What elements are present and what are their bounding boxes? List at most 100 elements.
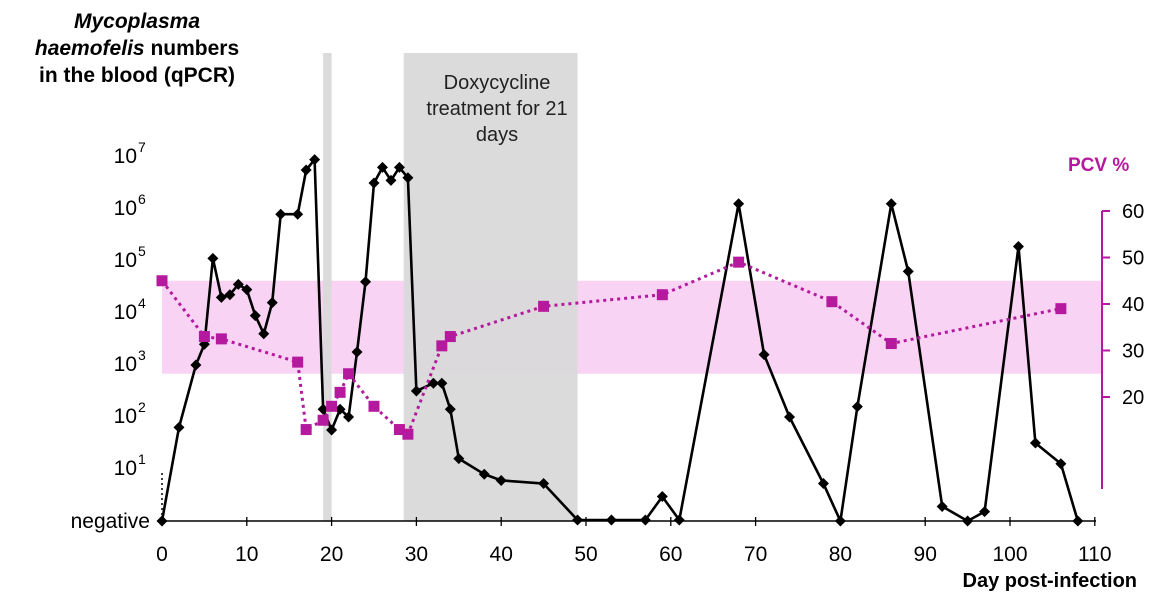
qpcr-point — [1012, 240, 1024, 252]
x-axis-title: Day post-infection — [962, 570, 1137, 592]
y-title-line-3: in the blood (qPCR) — [39, 64, 235, 87]
x-tick-label-80: 80 — [829, 543, 852, 566]
x-tick-label-100: 100 — [992, 543, 1027, 566]
qpcr-point — [368, 177, 380, 189]
y-title-normal-1: numbers — [150, 37, 240, 60]
qpcr-point — [190, 359, 202, 371]
y-tick-label-4: 10 — [114, 301, 137, 324]
qpcr-point — [605, 514, 617, 526]
pcv-point — [334, 386, 346, 398]
qpcr-point — [343, 411, 355, 423]
qpcr-point — [275, 208, 287, 220]
y-title-italic-2: haemofelis — [34, 37, 145, 60]
qpcr-point — [962, 515, 974, 527]
qpcr-point — [224, 289, 236, 301]
qpcr-point — [834, 515, 846, 527]
qpcr-point — [173, 421, 185, 433]
pcv-point — [343, 368, 355, 380]
pcv-point — [317, 414, 329, 426]
qpcr-point — [436, 377, 448, 389]
qpcr-point — [817, 478, 829, 490]
qpcr-point — [309, 154, 321, 166]
pcv-point — [656, 289, 668, 301]
qpcr-point — [156, 515, 168, 527]
qpcr-point — [300, 164, 312, 176]
qpcr-point — [334, 403, 346, 415]
x-tick-label-60: 60 — [659, 543, 682, 566]
pcv-tick-label-40: 40 — [1122, 294, 1144, 316]
qpcr-point — [326, 424, 338, 436]
y-tick-exp-7: 7 — [138, 139, 146, 155]
y-tick-label-1: 10 — [114, 457, 137, 480]
qpcr-point — [639, 514, 651, 526]
y-tick-exp-6: 6 — [138, 191, 146, 207]
x-tick-label-110: 110 — [1078, 543, 1111, 566]
qpcr-point — [572, 514, 584, 526]
qpcr-point — [215, 291, 227, 303]
qpcr-point — [410, 385, 422, 397]
pcv-point — [444, 331, 456, 343]
shaded-band-0 — [323, 53, 332, 521]
qpcr-point — [427, 377, 439, 389]
pcv-point — [538, 300, 550, 312]
qpcr-point — [936, 500, 948, 512]
pcv-point — [402, 428, 414, 440]
pcv-point — [733, 256, 745, 268]
pcv-point — [1055, 303, 1067, 315]
qpcr-point — [258, 328, 270, 340]
pcv-tick-label-50: 50 — [1122, 248, 1144, 270]
qpcr-point — [360, 276, 372, 288]
y-title-italic-1: Mycoplasma — [73, 10, 201, 33]
y-tick-label-5: 10 — [114, 249, 137, 272]
x-tick-label-0: 0 — [156, 543, 168, 566]
y-tick-exp-3: 3 — [138, 347, 146, 363]
treatment-label: Doxycycline treatment for 21 days — [426, 72, 568, 146]
pcv-point — [885, 338, 897, 350]
qpcr-point — [478, 468, 490, 480]
qpcr-point — [351, 346, 363, 358]
qpcr-point — [1055, 458, 1067, 470]
x-tick-label-10: 10 — [235, 543, 258, 566]
pcv-point — [292, 356, 304, 368]
qpcr-point — [444, 403, 456, 415]
pcv-axis-title: PCV % — [1068, 155, 1130, 176]
qpcr-point — [207, 252, 219, 264]
qpcr-point — [385, 174, 397, 186]
y-tick-label-7: 10 — [114, 145, 137, 168]
x-tick-label-70: 70 — [744, 543, 767, 566]
qpcr-point — [851, 401, 863, 413]
y-axis-title: Mycoplasma haemofelis numbers in the blo… — [6, 8, 268, 89]
pcv-series-line — [160, 260, 1062, 437]
pcv-point — [300, 424, 312, 436]
series-layer — [156, 154, 1084, 527]
y-tick-label-3: 10 — [114, 353, 137, 376]
x-tick-label-30: 30 — [405, 543, 428, 566]
qpcr-point — [1029, 437, 1041, 449]
qpcr-point — [393, 161, 405, 173]
pcv-point — [326, 400, 338, 412]
x-tick-label-40: 40 — [490, 543, 513, 566]
pcv-tick-label-60: 60 — [1122, 201, 1144, 223]
qpcr-point — [979, 506, 991, 518]
qpcr-point — [784, 411, 796, 423]
pcv-point — [198, 331, 210, 343]
pcv-point — [826, 296, 838, 308]
qpcr-point — [733, 198, 745, 210]
qpcr-point — [453, 453, 465, 465]
qpcr-point — [249, 310, 261, 322]
x-tick-label-50: 50 — [574, 543, 597, 566]
pcv-point — [436, 340, 448, 352]
pcv-point — [156, 275, 168, 287]
qpcr-point — [495, 474, 507, 486]
qpcr-point — [758, 349, 770, 361]
y-tick-label-6: 10 — [114, 197, 137, 220]
background-bands — [162, 53, 1102, 521]
y-tick-exp-4: 4 — [138, 295, 146, 311]
y-tick-exp-5: 5 — [138, 243, 146, 259]
qpcr-point — [376, 161, 388, 173]
qpcr-point — [317, 403, 329, 415]
pcv-tick-label-30: 30 — [1122, 341, 1144, 363]
pcv-point — [215, 333, 227, 345]
qpcr-point — [673, 514, 685, 526]
qpcr-point — [292, 208, 304, 220]
